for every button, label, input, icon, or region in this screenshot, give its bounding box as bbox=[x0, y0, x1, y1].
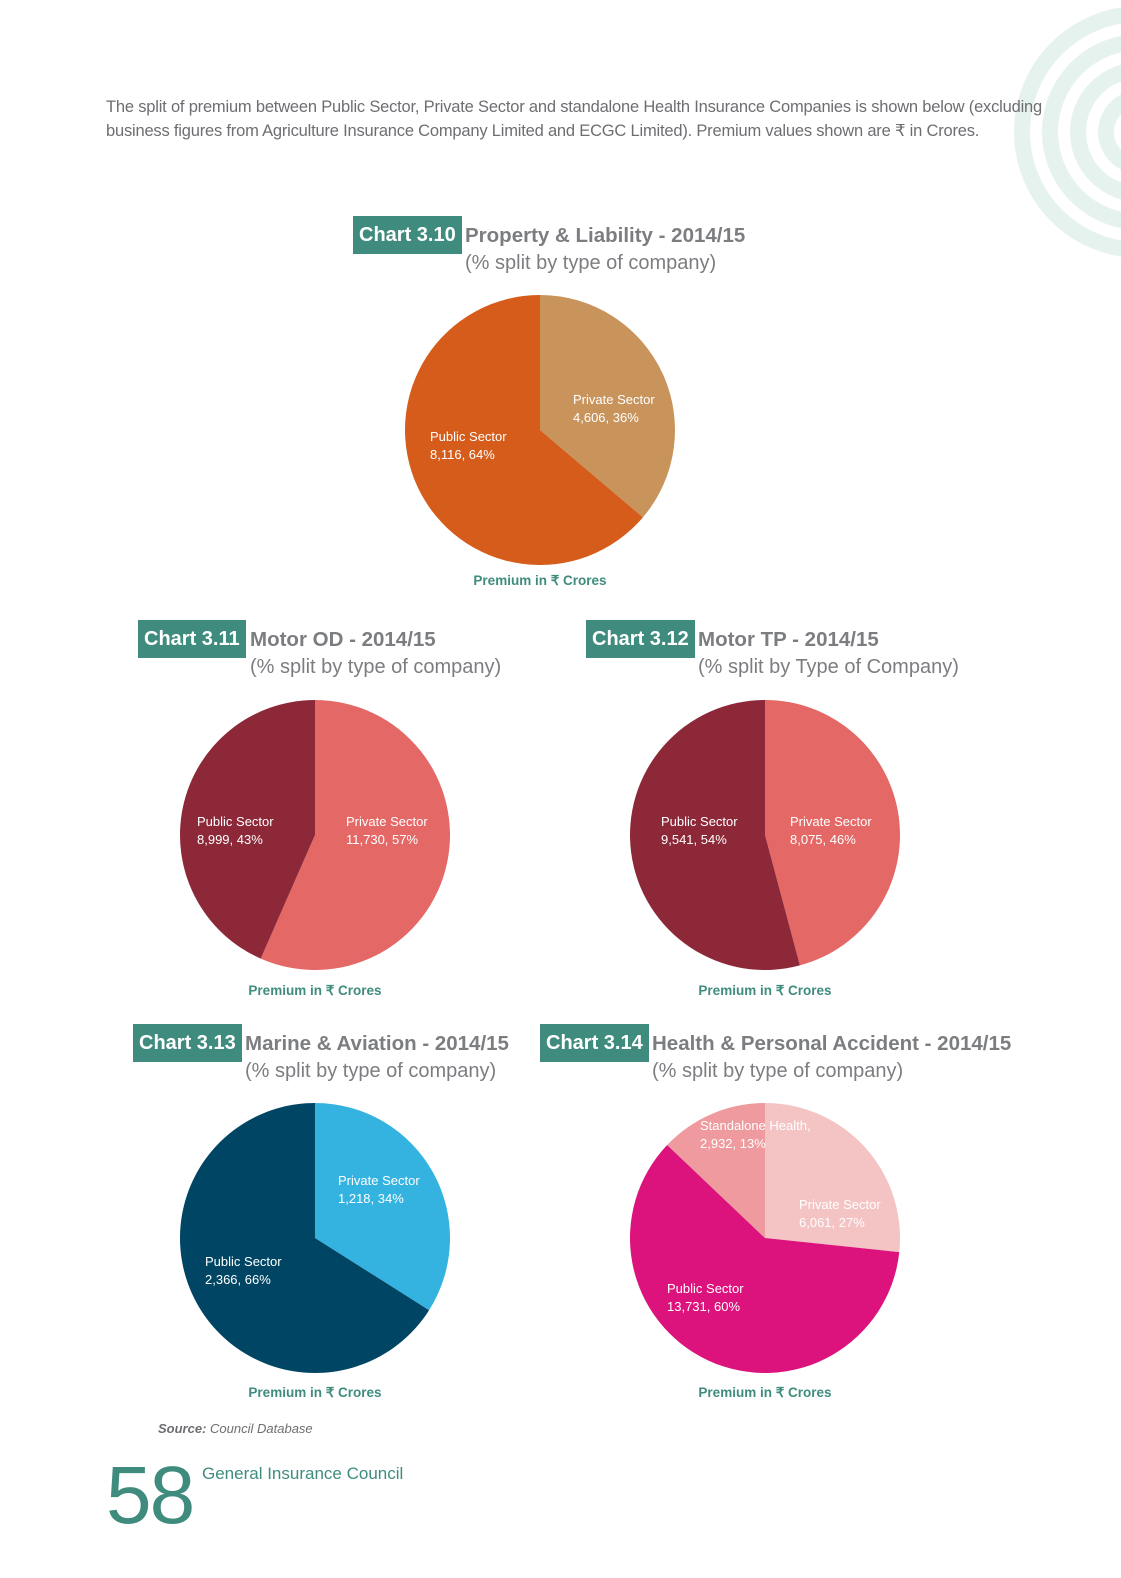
page-number: 58 bbox=[106, 1450, 195, 1541]
slice-label-value: 6,061, 27% bbox=[799, 1215, 865, 1230]
chart-subtitle: (% split by type of company) bbox=[245, 1060, 497, 1082]
intro-line-2: business figures from Agriculture Insura… bbox=[106, 122, 980, 140]
slice-label-name: Private Sector bbox=[338, 1173, 420, 1188]
premium-caption: Premium in ₹ Crores bbox=[473, 573, 607, 588]
chart-title: Health & Personal Accident - 2014/15 bbox=[652, 1032, 1012, 1055]
pie-slice-private-sector bbox=[765, 700, 900, 966]
chart-badge: Chart 3.14 bbox=[540, 1024, 649, 1062]
publisher-name: General Insurance Council bbox=[202, 1464, 404, 1483]
intro-line-1: The split of premium between Public Sect… bbox=[106, 98, 1042, 116]
slice-label-name: Public Sector bbox=[197, 814, 274, 829]
slice-label-name: Public Sector bbox=[667, 1281, 744, 1296]
chart-badge: Chart 3.13 bbox=[133, 1024, 242, 1062]
slice-label-name: Private Sector bbox=[573, 392, 655, 407]
pie-slice-private-sector bbox=[260, 700, 451, 970]
pie-slice-public-sector bbox=[405, 295, 643, 565]
pie-slice-public-sector bbox=[180, 699, 315, 959]
slice-label-value: 2,366, 66% bbox=[205, 1272, 271, 1287]
slice-label-value: 11,730, 57% bbox=[346, 832, 418, 847]
premium-caption: Premium in ₹ Crores bbox=[698, 1385, 832, 1400]
slice-label-value: 2,932, 13% bbox=[700, 1136, 766, 1151]
chart-subtitle: (% split by type of company) bbox=[250, 656, 502, 678]
slice-label-value: 8,116, 64% bbox=[430, 447, 495, 462]
pie-slice-private-sector bbox=[540, 295, 675, 518]
chart-subtitle: (% split by type of company) bbox=[465, 252, 717, 274]
chart-badge: Chart 3.11 bbox=[138, 620, 246, 658]
chart-title: Marine & Aviation - 2014/15 bbox=[245, 1032, 509, 1055]
slice-label-name: Standalone Health, bbox=[700, 1118, 811, 1133]
premium-caption: Premium in ₹ Crores bbox=[248, 983, 382, 998]
slice-label-name: Public Sector bbox=[430, 429, 507, 444]
chart-title: Motor TP - 2014/15 bbox=[698, 628, 879, 651]
pie-slice-public-sector bbox=[630, 700, 800, 970]
decorative-arcs bbox=[1014, 7, 1121, 257]
chart-subtitle: (% split by type of company) bbox=[652, 1060, 904, 1082]
chart-title: Property & Liability - 2014/15 bbox=[465, 224, 746, 247]
premium-caption: Premium in ₹ Crores bbox=[698, 983, 832, 998]
premium-caption: Premium in ₹ Crores bbox=[248, 1385, 382, 1400]
slice-label-value: 13,731, 60% bbox=[667, 1299, 740, 1314]
source-label: Source: bbox=[158, 1421, 207, 1436]
pie-slice-private-sector bbox=[765, 1103, 900, 1253]
chart-badge: Chart 3.10 bbox=[353, 216, 462, 254]
slice-label-value: 8,999, 43% bbox=[197, 832, 263, 847]
chart-subtitle: (% split by Type of Company) bbox=[698, 656, 959, 678]
slice-label-value: 8,075, 46% bbox=[790, 832, 856, 847]
source-text: Council Database bbox=[210, 1421, 313, 1436]
chart-badge: Chart 3.12 bbox=[586, 620, 695, 658]
source-note: Source: Council Database bbox=[158, 1421, 313, 1436]
slice-label-name: Public Sector bbox=[661, 814, 738, 829]
pie-slice-standalone-health bbox=[667, 1103, 765, 1238]
slice-label-name: Private Sector bbox=[346, 814, 428, 829]
slice-label-name: Private Sector bbox=[799, 1197, 881, 1212]
intro-text: The split of premium between Public Sect… bbox=[106, 95, 1046, 143]
pie-slice-public-sector bbox=[630, 1144, 900, 1373]
pie-slice-private-sector bbox=[315, 1103, 451, 1311]
pie-slice-public-sector bbox=[180, 1103, 430, 1373]
slice-label-value: 1,218, 34% bbox=[338, 1191, 404, 1206]
slice-label-name: Private Sector bbox=[790, 814, 872, 829]
slice-label-name: Public Sector bbox=[205, 1254, 282, 1269]
slice-label-value: 4,606, 36% bbox=[573, 410, 639, 425]
slice-label-value: 9,541, 54% bbox=[661, 832, 727, 847]
chart-title: Motor OD - 2014/15 bbox=[250, 628, 436, 651]
